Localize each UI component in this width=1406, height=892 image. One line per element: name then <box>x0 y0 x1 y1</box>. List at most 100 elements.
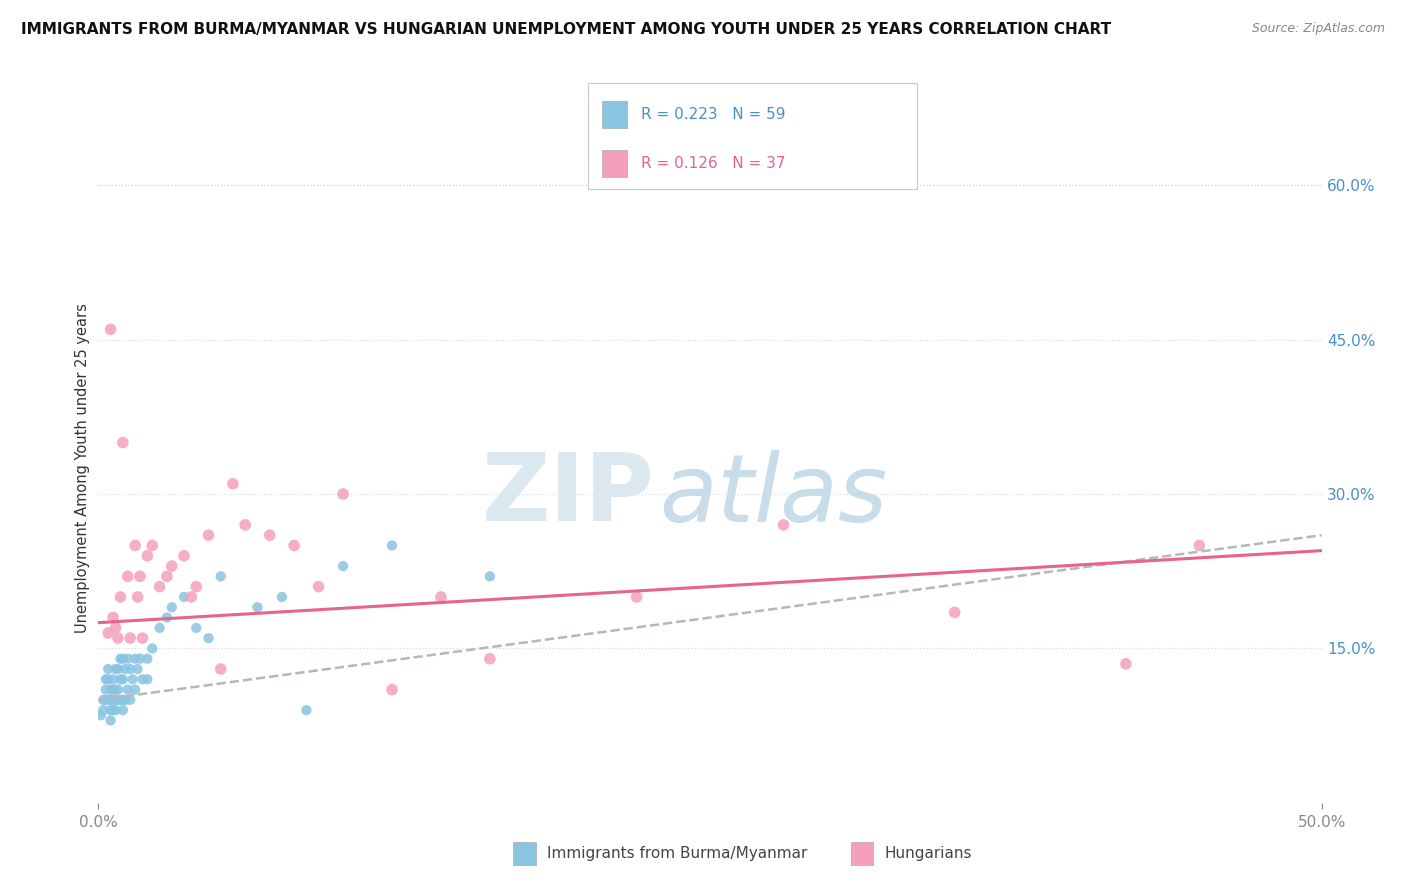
Y-axis label: Unemployment Among Youth under 25 years: Unemployment Among Youth under 25 years <box>75 303 90 633</box>
Point <box>308 580 330 594</box>
Point <box>124 651 146 665</box>
Point <box>160 600 183 615</box>
Point <box>141 539 163 553</box>
Point <box>104 682 127 697</box>
Point <box>943 606 966 620</box>
Point <box>100 682 122 697</box>
Text: Source: ZipAtlas.com: Source: ZipAtlas.com <box>1251 22 1385 36</box>
Point <box>129 651 152 665</box>
Point <box>91 693 114 707</box>
Point <box>114 693 136 707</box>
Point <box>111 703 134 717</box>
Point <box>90 708 112 723</box>
Point <box>186 621 208 635</box>
Point <box>332 487 354 501</box>
Point <box>124 682 146 697</box>
Point <box>120 662 142 676</box>
Point <box>131 631 153 645</box>
Point <box>131 673 153 687</box>
Point <box>173 549 195 563</box>
Point <box>160 559 183 574</box>
Point <box>97 693 120 707</box>
Point <box>101 693 124 707</box>
Point <box>772 517 794 532</box>
Point <box>101 682 124 697</box>
Point <box>111 435 134 450</box>
Point <box>127 590 149 604</box>
Point <box>259 528 281 542</box>
Text: Hungarians: Hungarians <box>884 847 972 861</box>
Point <box>156 610 179 624</box>
Point <box>136 651 159 665</box>
Point <box>129 569 152 583</box>
Point <box>107 682 129 697</box>
Point <box>110 590 132 604</box>
Point <box>114 662 136 676</box>
Point <box>1188 539 1211 553</box>
Text: IMMIGRANTS FROM BURMA/MYANMAR VS HUNGARIAN UNEMPLOYMENT AMONG YOUTH UNDER 25 YEA: IMMIGRANTS FROM BURMA/MYANMAR VS HUNGARI… <box>21 22 1111 37</box>
Point <box>332 559 354 574</box>
Point <box>270 590 294 604</box>
Point <box>111 651 134 665</box>
Point <box>94 673 117 687</box>
Point <box>100 322 122 336</box>
Point <box>233 517 256 532</box>
Point <box>94 682 117 697</box>
Point <box>124 539 146 553</box>
Point <box>149 621 172 635</box>
Point <box>156 569 179 583</box>
Point <box>101 610 124 624</box>
Point <box>381 539 404 553</box>
Point <box>117 682 139 697</box>
Point <box>127 662 149 676</box>
Point <box>104 621 127 635</box>
Point <box>97 662 120 676</box>
Point <box>111 693 134 707</box>
Point <box>136 549 159 563</box>
Text: atlas: atlas <box>658 450 887 541</box>
Point <box>197 631 219 645</box>
Point <box>209 662 232 676</box>
Point <box>478 651 501 665</box>
Point <box>141 641 163 656</box>
Point <box>104 693 127 707</box>
Point <box>430 590 453 604</box>
Point <box>1115 657 1137 671</box>
Point <box>110 693 132 707</box>
Point <box>136 673 159 687</box>
Point <box>117 651 139 665</box>
Point <box>120 693 142 707</box>
Point <box>97 626 120 640</box>
Point <box>381 682 404 697</box>
Point <box>97 673 120 687</box>
Point <box>173 590 195 604</box>
Point <box>283 539 305 553</box>
Point <box>121 673 143 687</box>
Point <box>101 673 124 687</box>
Point <box>246 600 269 615</box>
Point <box>186 580 208 594</box>
Point <box>94 693 117 707</box>
Text: R = 0.126   N = 37: R = 0.126 N = 37 <box>641 156 786 170</box>
Point <box>100 714 122 728</box>
Point <box>209 569 232 583</box>
Point <box>100 703 122 717</box>
Point <box>626 590 648 604</box>
Point <box>107 662 129 676</box>
Point <box>107 693 129 707</box>
Point <box>180 590 202 604</box>
Point <box>110 673 132 687</box>
Point <box>107 631 129 645</box>
Text: ZIP: ZIP <box>482 449 655 541</box>
Point <box>117 569 139 583</box>
Point <box>110 651 132 665</box>
Text: R = 0.223   N = 59: R = 0.223 N = 59 <box>641 107 786 121</box>
Point <box>149 580 172 594</box>
Point <box>111 673 134 687</box>
Point <box>478 569 501 583</box>
Point <box>104 703 127 717</box>
Point <box>295 703 318 717</box>
Point <box>120 631 142 645</box>
Point <box>197 528 219 542</box>
Point <box>91 703 114 717</box>
